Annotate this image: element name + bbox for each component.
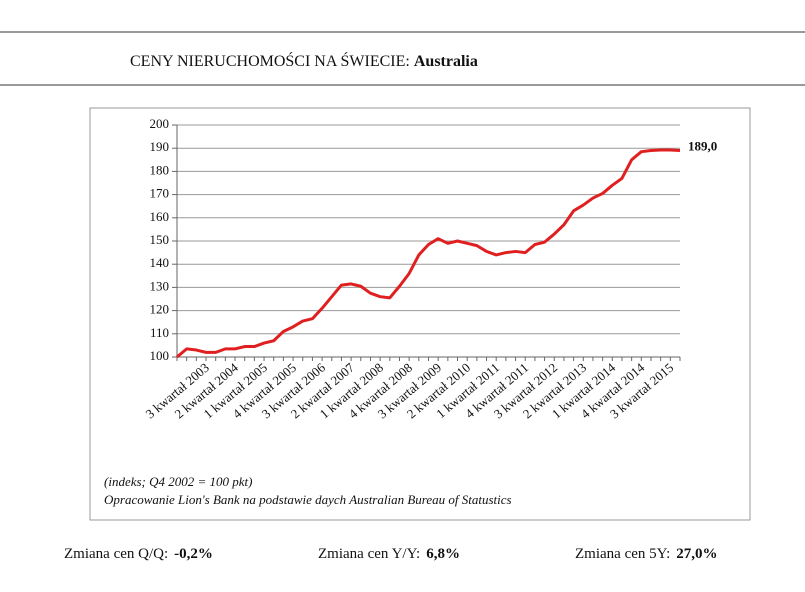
y-tick-label: 130 (150, 278, 170, 293)
value-label: 189,0 (688, 139, 717, 154)
header: CENY NIERUCHOMOŚCI NA ŚWIECIE: Australia (130, 51, 478, 70)
y-tick-label: 170 (150, 186, 170, 201)
y-tick-label: 120 (150, 302, 170, 317)
line (176, 148, 681, 359)
footer-item: Zmiana cen 5Y: 27,0% (575, 546, 718, 562)
footer-value: 27,0% (676, 546, 717, 562)
footer: Zmiana cen Q/Q: -0,2% Zmiana cen Y/Y: 6,8% Z… (64, 546, 718, 562)
y-tick-label: 160 (150, 209, 170, 224)
y-tick-label: 200 (150, 116, 170, 131)
footer-item: Zmiana cen Y/Y: 6,8% (318, 546, 460, 562)
footer-value: 6,8% (426, 546, 460, 562)
y-tick-label: 140 (150, 255, 170, 270)
header-title: CENY NIERUCHOMOŚCI NA ŚWIECIE: (130, 51, 410, 70)
chart-note: (indeks; Q4 2002 = 100 pkt) (104, 474, 253, 489)
footer-item: Zmiana cen Q/Q: -0,2% (64, 546, 213, 562)
footer-label: Zmiana cen 5Y: (575, 546, 670, 562)
chart-frame (89, 107, 751, 521)
footer-label: Zmiana cen Y/Y: (318, 546, 420, 562)
y-tick-label: 100 (150, 348, 170, 363)
y-tick-label: 150 (150, 232, 170, 247)
chart-note: Opracowanie Lion's Bank na podstawie day… (104, 492, 512, 507)
footer-label: Zmiana cen Q/Q: (64, 546, 168, 562)
footer-value: -0,2% (174, 546, 213, 562)
y-tick-label: 180 (150, 162, 170, 177)
y-tick-label: 190 (150, 139, 170, 154)
y-tick-label: 110 (150, 325, 169, 340)
header-country: Australia (414, 53, 478, 70)
